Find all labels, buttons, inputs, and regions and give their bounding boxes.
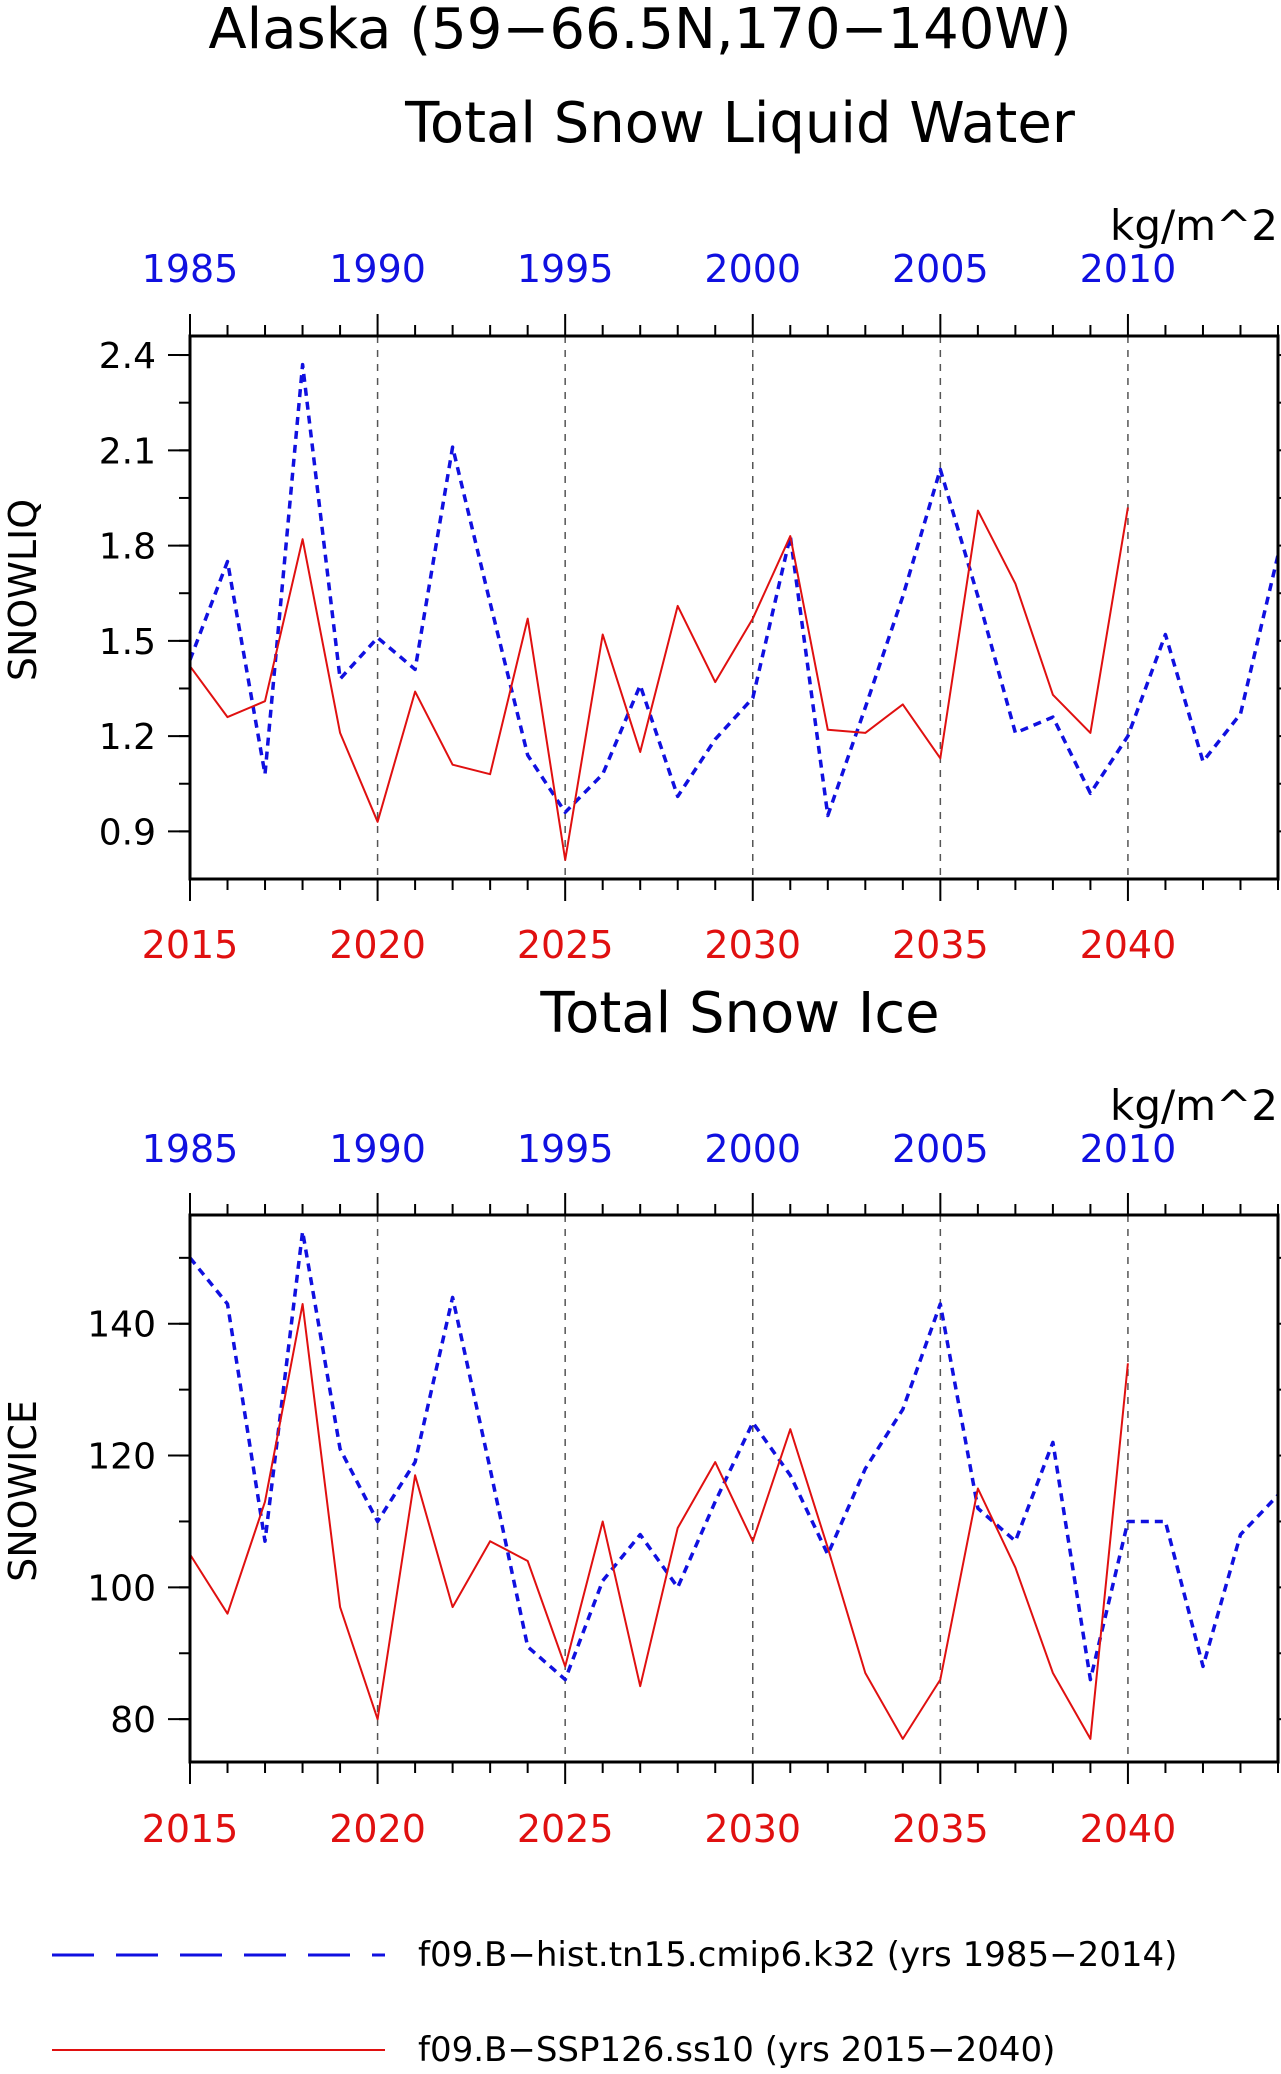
x-top-tick-label: 2005 xyxy=(892,1127,989,1171)
y-tick-label: 1.8 xyxy=(99,527,156,568)
y-axis-label: SNOWLIQ xyxy=(1,499,45,681)
hist-series-line xyxy=(188,1229,1280,1682)
units-label: kg/m^2 xyxy=(1110,1081,1278,1130)
legend-ssp-label: f09.B−SSP126.ss10 (yrs 2015−2040) xyxy=(418,2030,1055,2070)
x-tick-label: 2015 xyxy=(142,1807,239,1851)
y-tick-label: 100 xyxy=(87,1568,156,1609)
y-axis-label: SNOWICE xyxy=(1,1400,45,1582)
grid-lines xyxy=(376,1215,1129,1762)
units-label: kg/m^2 xyxy=(1110,201,1278,250)
y-tick-label: 120 xyxy=(87,1437,156,1478)
x-top-tick-label: 1990 xyxy=(329,247,426,291)
hist-series-line xyxy=(188,362,1280,818)
figure-title: Alaska (59−66.5N,170−140W) xyxy=(208,0,1071,62)
x-top-tick-label: 1995 xyxy=(517,247,614,291)
x-tick-label: 2025 xyxy=(517,1807,614,1851)
x-top-tick-label: 2000 xyxy=(704,247,801,291)
x-top-tick-label: 1990 xyxy=(329,1127,426,1171)
x-top-tick-label: 2010 xyxy=(1080,247,1177,291)
ssp-series-line xyxy=(189,1303,1129,1740)
legend: f09.B−hist.tn15.cmip6.k32 (yrs 1985−2014… xyxy=(52,1935,1177,2070)
x-tick-label: 2020 xyxy=(329,923,426,967)
x-tick-label: 2025 xyxy=(517,923,614,967)
x-top-tick-label: 1995 xyxy=(517,1127,614,1171)
x-tick-label: 2030 xyxy=(704,1807,801,1851)
x-tick-label: 2030 xyxy=(704,923,801,967)
y-tick-label: 0.9 xyxy=(99,812,156,853)
y-tick-label: 2.1 xyxy=(99,431,156,472)
snowice-panel: Total Snow Ice kg/m^2 SNOWICE 2015198520… xyxy=(1,981,1281,1851)
x-top-tick-label: 2010 xyxy=(1080,1127,1177,1171)
x-tick-label: 2020 xyxy=(329,1807,426,1851)
ssp-series-line xyxy=(189,507,1129,861)
x-tick-label: 2040 xyxy=(1080,923,1177,967)
y-tick-label: 1.5 xyxy=(99,622,156,663)
x-top-tick-label: 2005 xyxy=(892,247,989,291)
x-tick-label: 2040 xyxy=(1080,1807,1177,1851)
x-top-tick-label: 1985 xyxy=(142,247,239,291)
plot-frame xyxy=(188,1213,1280,1764)
panel-title: Total Snow Liquid Water xyxy=(404,91,1076,156)
grid-lines xyxy=(376,336,1129,879)
x-top-tick-label: 1985 xyxy=(142,1127,239,1171)
axis-ticks: 2015 1985 2020 1990 2025 1995 2030 2000 2035 2005… xyxy=(99,247,1281,967)
plot-area xyxy=(188,362,1280,861)
y-tick-label: 2.4 xyxy=(99,336,156,377)
y-tick-label: 80 xyxy=(110,1700,156,1741)
y-tick-label: 140 xyxy=(87,1305,156,1346)
plot-frame xyxy=(188,334,1280,881)
plot-area xyxy=(188,1229,1280,1740)
x-tick-label: 2015 xyxy=(142,923,239,967)
x-top-tick-label: 2000 xyxy=(704,1127,801,1171)
x-tick-label: 2035 xyxy=(892,923,989,967)
axis-ticks: 2015 1985 2020 1990 2025 1995 2030 2000 2035 2005… xyxy=(87,1127,1281,1851)
panel-title: Total Snow Ice xyxy=(539,981,939,1046)
x-tick-label: 2035 xyxy=(892,1807,989,1851)
snowliq-panel: Total Snow Liquid Water kg/m^2 SNOWLIQ 2… xyxy=(1,91,1281,967)
y-tick-label: 1.2 xyxy=(99,717,156,758)
legend-hist-label: f09.B−hist.tn15.cmip6.k32 (yrs 1985−2014… xyxy=(418,1935,1177,1975)
